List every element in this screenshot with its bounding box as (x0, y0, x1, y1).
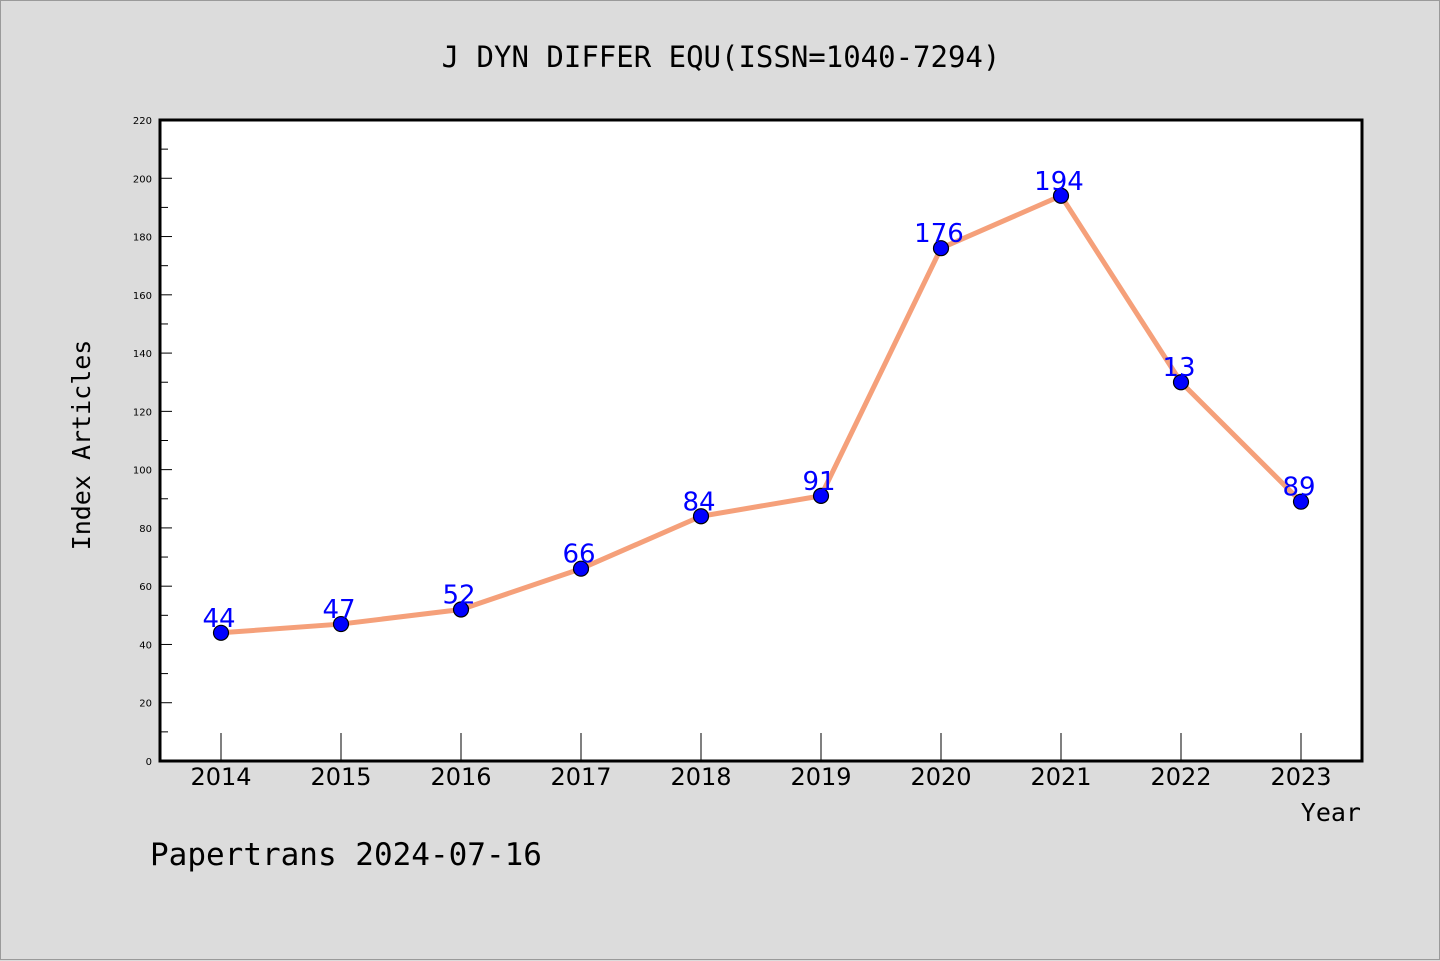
x-tick-label: 2023 (1270, 763, 1331, 791)
y-tick-label: 20 (139, 699, 152, 710)
data-labels: 44 47 52 66 84 91 176 194 13 89 (202, 167, 1315, 634)
data-label: 52 (442, 580, 475, 610)
data-point (692, 508, 710, 525)
y-tick-label: 100 (133, 466, 152, 477)
x-tick-label: 2017 (550, 763, 611, 791)
y-axis-ticks: 0 20 40 60 80 100 120 140 160 180 200 220 (133, 116, 172, 768)
data-label: 84 (682, 487, 715, 517)
series-line-group (218, 193, 1304, 636)
x-tick-label: 2021 (1030, 763, 1091, 791)
plot-area (158, 118, 1364, 763)
data-point (572, 560, 590, 577)
data-point (1292, 493, 1310, 510)
y-tick-label: 220 (133, 116, 152, 127)
data-point (452, 601, 470, 618)
data-point (932, 240, 950, 257)
x-tick-label: 2014 (190, 763, 251, 791)
x-tick-label: 2019 (790, 763, 851, 791)
series-points (212, 187, 1310, 641)
data-label: 47 (322, 595, 355, 625)
data-label: 13 (1162, 353, 1195, 383)
data-label: 194 (1034, 167, 1084, 197)
y-tick-label: 40 (139, 640, 152, 651)
y-tick-label: 80 (139, 524, 152, 535)
footer-credit: Papertrans 2024-07-16 (150, 837, 542, 873)
x-tick-label: 2020 (910, 763, 971, 791)
data-label: 89 (1282, 473, 1315, 503)
y-tick-label: 180 (133, 233, 152, 244)
data-point (1172, 374, 1190, 391)
y-axis-label: Index Articles (67, 340, 96, 551)
data-label: 66 (562, 540, 595, 570)
data-point (1052, 187, 1070, 204)
data-label: 91 (802, 467, 835, 497)
x-tick-label: 2022 (1150, 763, 1211, 791)
x-tick-label: 2018 (670, 763, 731, 791)
y-tick-label: 160 (133, 291, 152, 302)
x-axis-ticks: 2014 2015 2016 2017 2018 2019 2020 2021 2022 2023 (190, 733, 1332, 791)
x-tick-label: 2016 (430, 763, 491, 791)
data-point (332, 615, 350, 633)
x-axis-label: Year (1301, 798, 1361, 827)
data-label: 176 (914, 219, 964, 249)
x-tick-label: 2015 (310, 763, 371, 791)
data-label: 44 (202, 604, 235, 634)
data-point (212, 624, 230, 641)
y-tick-label: 200 (133, 174, 152, 185)
y-tick-label: 140 (133, 349, 152, 360)
data-point (812, 487, 830, 504)
y-tick-label: 0 (146, 757, 152, 768)
series-line (218, 193, 1304, 636)
y-tick-label: 60 (139, 582, 152, 593)
chart-title: J DYN DIFFER EQU(ISSN=1040-7294) (442, 40, 1001, 74)
y-tick-label: 120 (133, 407, 152, 418)
